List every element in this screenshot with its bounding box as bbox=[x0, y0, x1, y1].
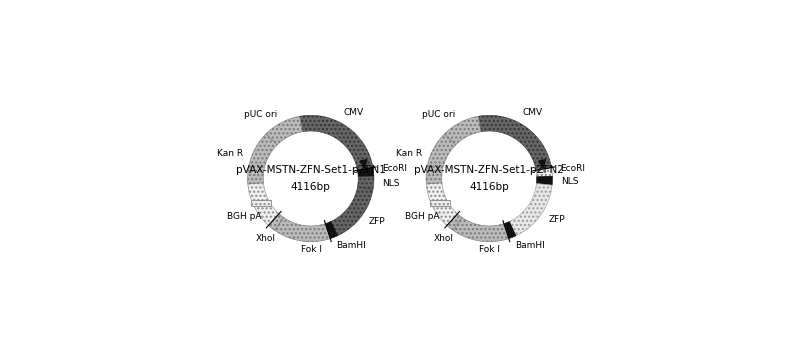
Text: CMV: CMV bbox=[343, 108, 364, 117]
Text: pVAX-MSTN-ZFN-Set1-pZFN2: pVAX-MSTN-ZFN-Set1-pZFN2 bbox=[414, 165, 564, 175]
Text: BGH pA: BGH pA bbox=[227, 212, 262, 221]
Text: BamHI: BamHI bbox=[337, 241, 366, 250]
Polygon shape bbox=[358, 176, 374, 190]
Polygon shape bbox=[426, 183, 458, 226]
Text: EcoRI: EcoRI bbox=[561, 164, 586, 173]
Text: 4116bp: 4116bp bbox=[291, 182, 330, 192]
FancyBboxPatch shape bbox=[430, 200, 450, 206]
Polygon shape bbox=[478, 115, 551, 170]
Text: Fok I: Fok I bbox=[301, 245, 322, 254]
Text: CMV: CMV bbox=[522, 108, 542, 117]
Polygon shape bbox=[269, 214, 283, 230]
Polygon shape bbox=[504, 222, 516, 238]
Text: NLS: NLS bbox=[561, 176, 578, 186]
Polygon shape bbox=[300, 115, 373, 170]
Polygon shape bbox=[274, 217, 330, 242]
Text: pUC ori: pUC ori bbox=[422, 110, 455, 120]
Text: NLS: NLS bbox=[382, 179, 400, 188]
Polygon shape bbox=[453, 217, 509, 242]
Polygon shape bbox=[536, 167, 553, 177]
Polygon shape bbox=[445, 116, 481, 145]
Polygon shape bbox=[426, 134, 456, 184]
Polygon shape bbox=[537, 176, 553, 185]
Text: BGH pA: BGH pA bbox=[406, 212, 440, 221]
Polygon shape bbox=[510, 183, 552, 236]
Polygon shape bbox=[358, 167, 374, 177]
Text: 4116bp: 4116bp bbox=[470, 182, 509, 192]
Text: XhoI: XhoI bbox=[255, 235, 275, 243]
Text: XhoI: XhoI bbox=[434, 235, 454, 243]
Text: Kan R: Kan R bbox=[217, 149, 243, 159]
Polygon shape bbox=[248, 183, 279, 226]
Polygon shape bbox=[447, 214, 462, 230]
Text: ZFP: ZFP bbox=[548, 215, 565, 224]
Text: BamHI: BamHI bbox=[515, 241, 545, 250]
FancyBboxPatch shape bbox=[251, 200, 271, 206]
Text: pUC ori: pUC ori bbox=[244, 110, 277, 120]
Text: pVAX-MSTN-ZFN-Set1-pZFN1: pVAX-MSTN-ZFN-Set1-pZFN1 bbox=[236, 165, 386, 175]
Polygon shape bbox=[247, 134, 277, 184]
Polygon shape bbox=[331, 187, 373, 236]
Text: Kan R: Kan R bbox=[395, 149, 422, 159]
Text: EcoRI: EcoRI bbox=[382, 164, 407, 173]
Text: Fok I: Fok I bbox=[479, 245, 500, 254]
Polygon shape bbox=[266, 116, 302, 145]
Text: ZFP: ZFP bbox=[368, 217, 385, 226]
Polygon shape bbox=[326, 222, 338, 238]
